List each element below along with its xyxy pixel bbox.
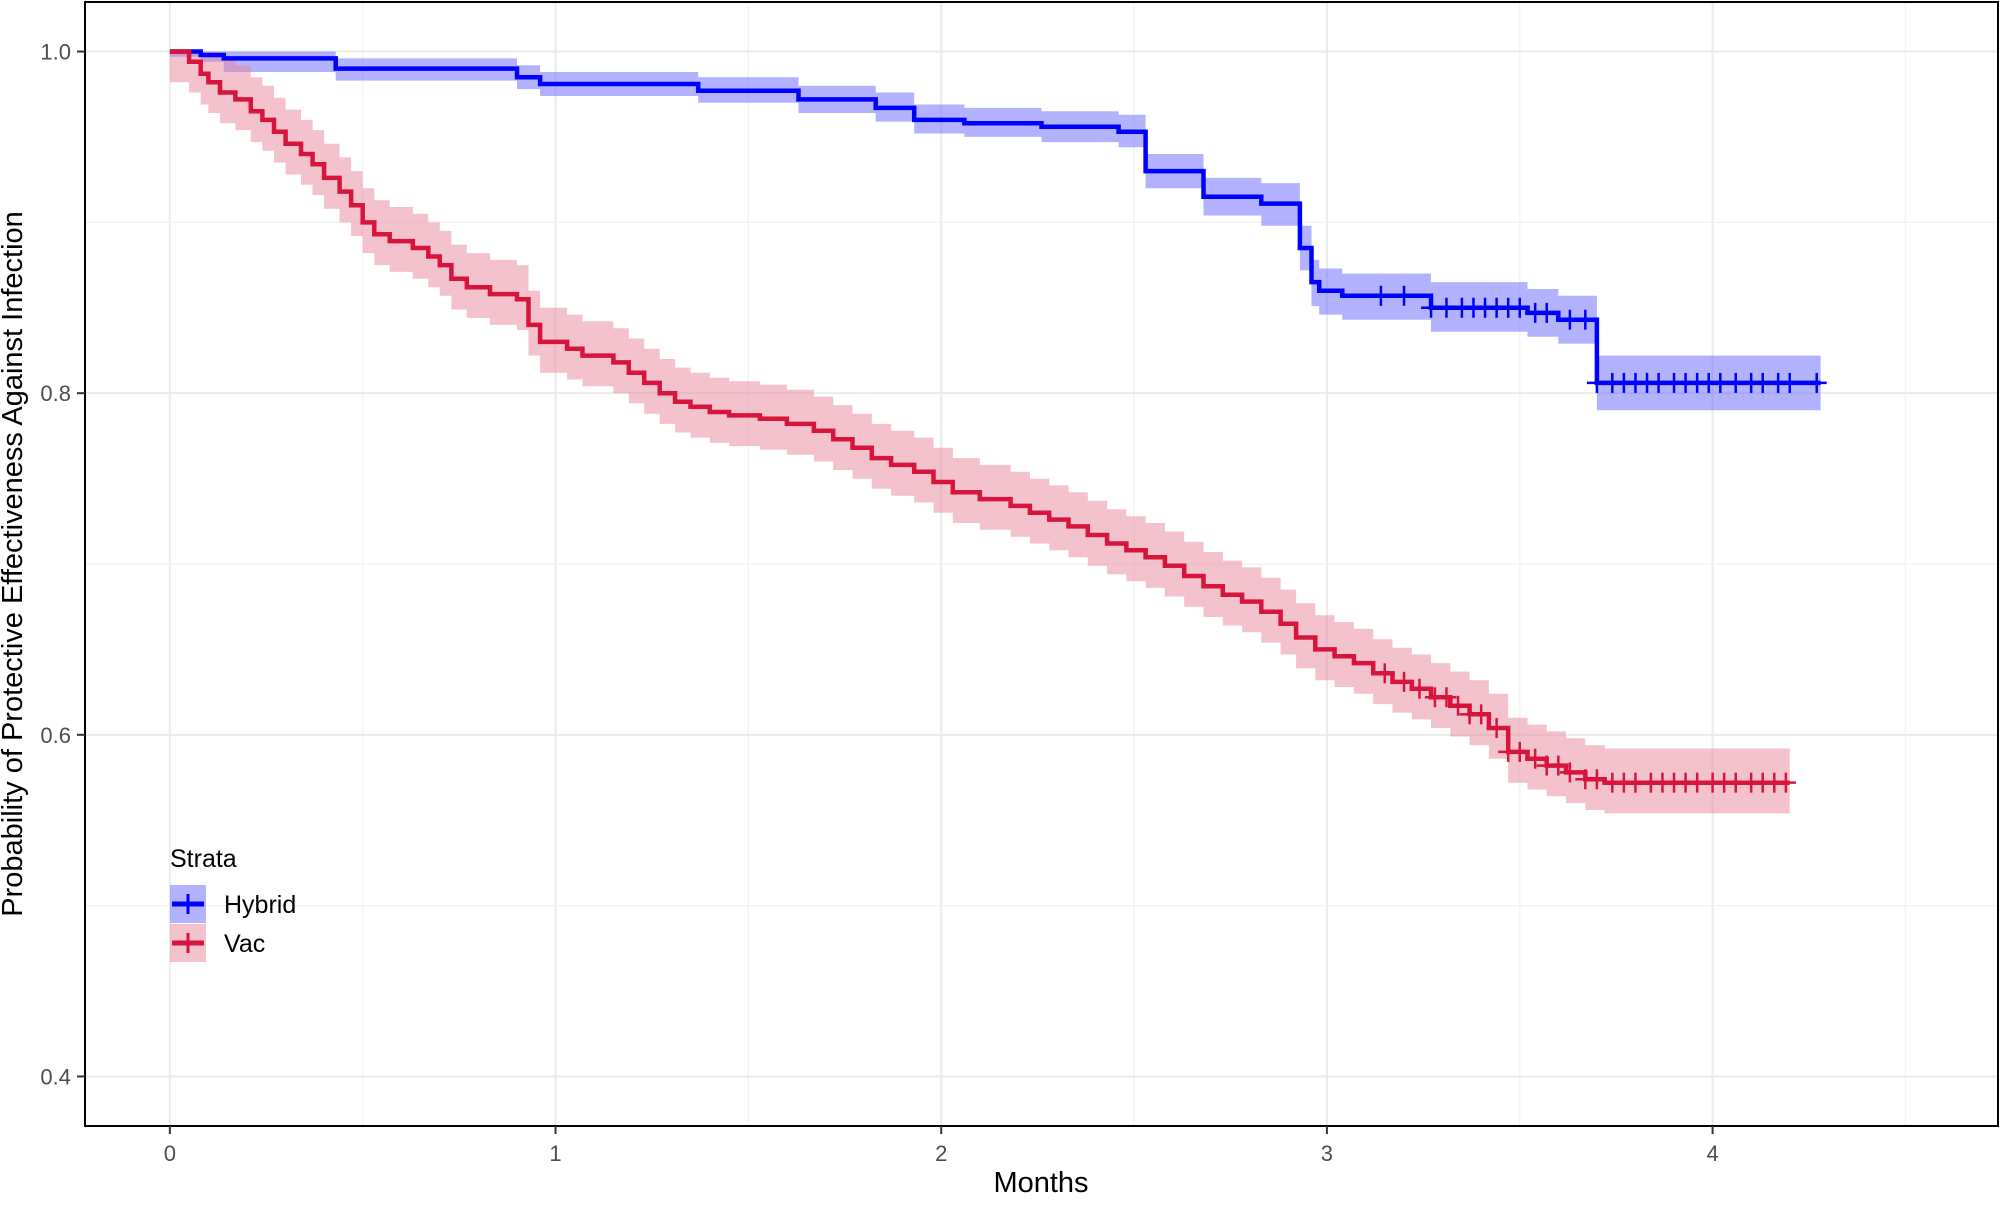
legend-title: Strata xyxy=(170,845,237,873)
x-tick-label: 1 xyxy=(549,1141,561,1166)
legend-label-vac: Vac xyxy=(224,930,265,958)
x-tick-label: 4 xyxy=(1706,1141,1718,1166)
legend-label-hybrid: Hybrid xyxy=(224,891,296,919)
confidence-band-vac xyxy=(169,51,1790,814)
grid xyxy=(85,2,1998,1126)
y-tick-label: 0.8 xyxy=(40,381,71,406)
y-axis-label: Probability of Protective Effectiveness … xyxy=(0,211,29,917)
x-axis-label: Months xyxy=(993,1167,1088,1199)
legend: Strata Hybrid Vac xyxy=(170,845,296,962)
plot-panel-border xyxy=(84,1,1999,1127)
confidence-bands xyxy=(169,51,1821,814)
legend-item-vac[interactable]: Vac xyxy=(170,924,265,962)
censor-marks xyxy=(1370,285,1827,793)
y-tick-label: 1.0 xyxy=(40,40,71,65)
survival-line-vac xyxy=(169,49,1790,785)
x-tick-label: 3 xyxy=(1321,1141,1333,1166)
legend-item-hybrid[interactable]: Hybrid xyxy=(170,885,296,923)
x-axis-ticks: 0 1 2 3 4 xyxy=(164,1126,1719,1166)
y-tick-label: 0.4 xyxy=(40,1064,71,1089)
x-tick-label: 2 xyxy=(935,1141,947,1166)
x-tick-label: 0 xyxy=(164,1141,176,1166)
survival-curves xyxy=(169,49,1821,785)
y-tick-label: 0.6 xyxy=(40,723,71,748)
y-axis-ticks: 0.4 0.6 0.8 1.0 xyxy=(40,40,85,1089)
